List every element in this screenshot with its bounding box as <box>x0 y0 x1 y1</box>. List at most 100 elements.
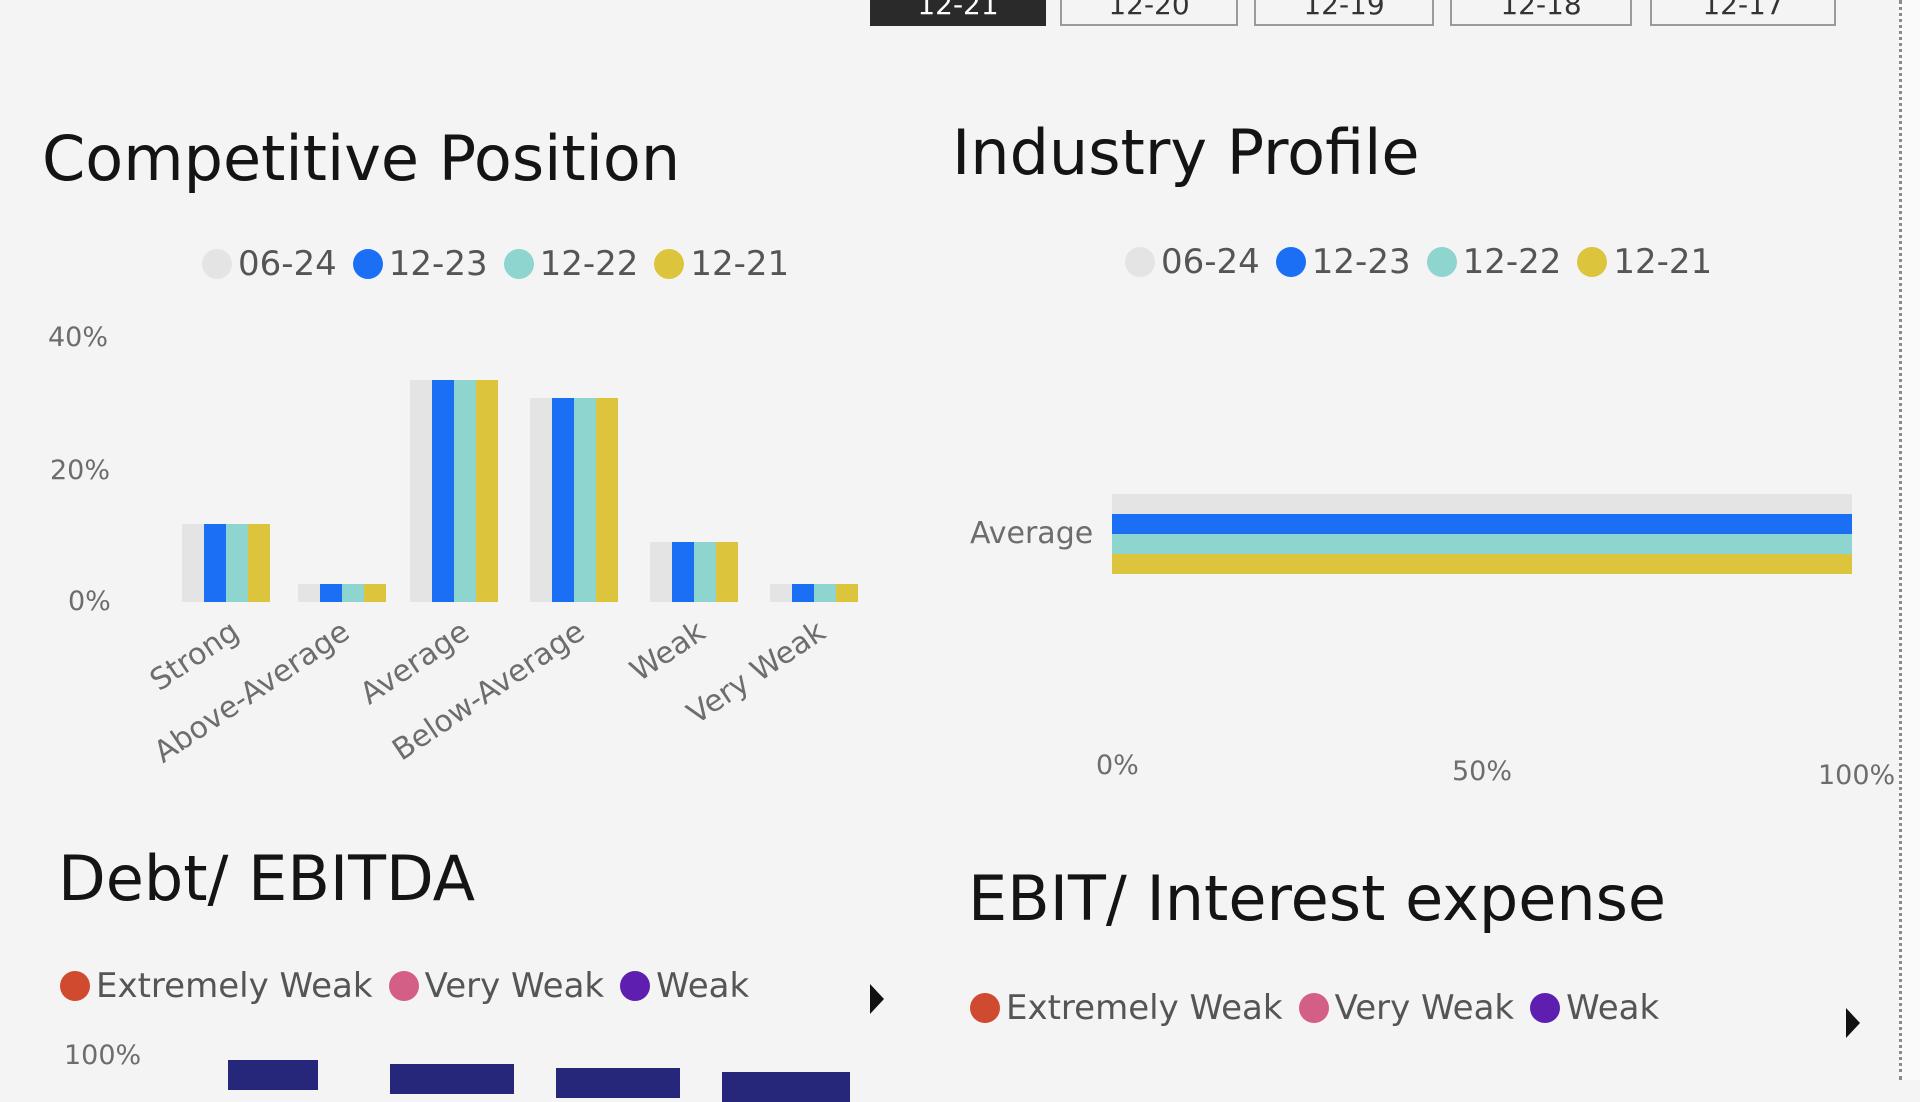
bar-strong-06-24[interactable] <box>182 524 204 602</box>
category-label-average: Average <box>970 516 1094 551</box>
legend-item-12-23[interactable]: 12-23 <box>352 244 488 284</box>
legend-label: 12-23 <box>1311 242 1411 282</box>
bar-average-12-23[interactable] <box>432 380 454 602</box>
legend-item-weak[interactable]: Weak <box>1530 988 1659 1028</box>
bar-above-average-12-21[interactable] <box>364 584 386 602</box>
bar-below-average-12-22[interactable] <box>574 398 596 602</box>
period-tab-12-17[interactable]: 12-17 <box>1650 0 1836 26</box>
legend-item-very-weak[interactable]: Very Weak <box>1298 988 1515 1028</box>
legend-dot-12-21 <box>654 249 685 279</box>
legend-label: 12-22 <box>539 244 639 284</box>
competitive-position-chart <box>182 380 858 602</box>
y-tick-label: 20% <box>50 455 111 486</box>
bar-average-06-24[interactable] <box>1112 494 1852 514</box>
industry-profile-chart <box>1112 494 1852 574</box>
legend-label: 06-24 <box>1161 242 1260 282</box>
competitive-position-title: Competitive Position <box>42 122 681 195</box>
bar-weak-12-23[interactable] <box>672 542 694 602</box>
legend-dot-12-21 <box>1577 247 1608 277</box>
legend-item-06-24[interactable]: 06-24 <box>1125 242 1260 282</box>
legend-next-chevron-icon[interactable] <box>1846 1008 1860 1038</box>
legend-item-extremely-weak[interactable]: Extremely Weak <box>970 988 1283 1028</box>
x-tick-label: 50% <box>1452 756 1513 787</box>
bar-weak-06-24[interactable] <box>650 542 672 602</box>
y-tick-label: 0% <box>68 586 111 617</box>
x-tick-label: 100% <box>1818 760 1896 791</box>
bar-average-12-21[interactable] <box>476 380 498 602</box>
legend-item-12-22[interactable]: 12-22 <box>503 244 639 284</box>
bar-very-weak-12-23[interactable] <box>792 584 814 602</box>
legend-item-06-24[interactable]: 06-24 <box>202 244 337 284</box>
period-tab-12-19[interactable]: 12-19 <box>1254 0 1434 26</box>
x-tick-label: 0% <box>1096 750 1139 781</box>
bar-strong-12-21[interactable] <box>248 524 270 602</box>
bar-above-average-12-22[interactable] <box>342 584 364 602</box>
debt-ebitda-bar <box>722 1072 850 1102</box>
y-tick-label: 40% <box>48 322 109 353</box>
industry-profile-title: Industry Profile <box>952 116 1420 189</box>
ebit-interest-title: EBIT/ Interest expense <box>968 862 1667 935</box>
legend-dot-very-weak <box>1298 993 1329 1023</box>
bar-above-average-06-24[interactable] <box>298 584 320 602</box>
legend-dot-weak <box>620 971 651 1001</box>
legend-item-very-weak[interactable]: Very Weak <box>388 966 605 1006</box>
bar-strong-12-22[interactable] <box>226 524 248 602</box>
legend-label: Weak <box>1566 988 1660 1028</box>
legend-label: Very Weak <box>1334 988 1515 1028</box>
bar-average-12-21[interactable] <box>1112 554 1852 574</box>
legend-dot-12-23 <box>1275 247 1306 277</box>
legend-item-weak[interactable]: Weak <box>620 966 749 1006</box>
bar-average-12-22[interactable] <box>1112 534 1852 554</box>
bar-very-weak-06-24[interactable] <box>770 584 792 602</box>
legend-dot-12-22 <box>503 249 534 279</box>
bar-weak-12-22[interactable] <box>694 542 716 602</box>
debt-ebitda-bar <box>228 1060 318 1090</box>
period-tab-12-18[interactable]: 12-18 <box>1450 0 1632 26</box>
legend-dot-extremely-weak <box>60 971 90 1001</box>
legend-label: 06-24 <box>238 244 337 284</box>
legend-item-12-21[interactable]: 12-21 <box>654 244 789 284</box>
legend-dot-12-22 <box>1426 247 1457 277</box>
bar-very-weak-12-21[interactable] <box>836 584 858 602</box>
bar-weak-12-21[interactable] <box>716 542 738 602</box>
bar-average-06-24[interactable] <box>410 380 432 602</box>
legend-label: Extremely Weak <box>1006 988 1283 1028</box>
bar-very-weak-12-22[interactable] <box>814 584 836 602</box>
bar-average-12-23[interactable] <box>1112 514 1852 534</box>
legend-item-12-21[interactable]: 12-21 <box>1577 242 1712 282</box>
legend-dot-very-weak <box>388 971 419 1001</box>
legend-dot-06-24 <box>1125 247 1155 277</box>
debt-ebitda-legend: Extremely Weak Very Weak Weak <box>60 966 765 1006</box>
legend-label: Very Weak <box>424 966 605 1006</box>
bar-average-12-22[interactable] <box>454 380 476 602</box>
legend-label: Extremely Weak <box>96 966 373 1006</box>
legend-label: 12-21 <box>690 244 790 284</box>
period-tab-12-21[interactable]: 12-21 <box>870 0 1046 26</box>
legend-dot-weak <box>1530 993 1561 1023</box>
ebit-interest-legend: Extremely Weak Very Weak Weak <box>970 988 1675 1028</box>
legend-label: 12-22 <box>1462 242 1562 282</box>
debt-ebitda-title: Debt/ EBITDA <box>58 842 476 915</box>
bar-below-average-12-21[interactable] <box>596 398 618 602</box>
legend-dot-06-24 <box>202 249 232 279</box>
legend-next-chevron-icon[interactable] <box>870 984 884 1014</box>
legend-dot-12-23 <box>352 249 383 279</box>
legend-label: Weak <box>656 966 750 1006</box>
legend-dot-extremely-weak <box>970 993 1000 1023</box>
y-tick-label: 100% <box>64 1040 142 1071</box>
debt-ebitda-bar <box>390 1064 514 1094</box>
legend-item-extremely-weak[interactable]: Extremely Weak <box>60 966 373 1006</box>
legend-item-12-22[interactable]: 12-22 <box>1426 242 1562 282</box>
competitive-position-legend: 06-24 12-23 12-22 12-21 <box>202 244 805 284</box>
legend-label: 12-23 <box>388 244 488 284</box>
bar-below-average-12-23[interactable] <box>552 398 574 602</box>
bar-strong-12-23[interactable] <box>204 524 226 602</box>
industry-profile-legend: 06-24 12-23 12-22 12-21 <box>1125 242 1728 282</box>
debt-ebitda-bar <box>556 1068 680 1098</box>
legend-item-12-23[interactable]: 12-23 <box>1275 242 1411 282</box>
right-page-edge <box>1899 0 1920 1080</box>
bar-below-average-06-24[interactable] <box>530 398 552 602</box>
bar-above-average-12-23[interactable] <box>320 584 342 602</box>
period-tab-12-20[interactable]: 12-20 <box>1060 0 1238 26</box>
legend-label: 12-21 <box>1613 242 1713 282</box>
